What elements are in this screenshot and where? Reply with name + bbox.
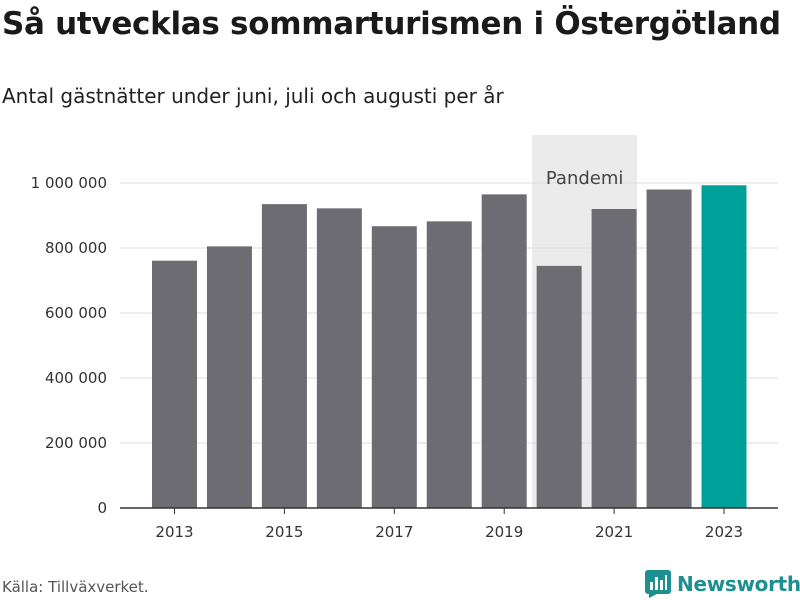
pandemic-label: Pandemi — [546, 168, 624, 189]
y-tick-label: 800 000 — [45, 239, 107, 257]
bar-2016 — [316, 208, 362, 508]
x-tick-label: 2017 — [375, 523, 413, 541]
bar-2017 — [371, 226, 417, 508]
bar-2013 — [152, 260, 197, 508]
bar-2018 — [426, 221, 472, 508]
y-tick-label: 600 000 — [45, 304, 107, 322]
y-tick-label: 400 000 — [45, 369, 107, 387]
bar-chart-logo-icon — [645, 570, 671, 598]
y-tick-label: 1 000 000 — [31, 174, 107, 192]
x-tick-label: 2015 — [265, 523, 303, 541]
chart-subtitle: Antal gästnätter under juni, juli och au… — [2, 84, 504, 108]
bar-2021 — [591, 209, 637, 508]
bar-2020 — [536, 265, 582, 508]
logo-text: Newsworthy — [677, 572, 800, 596]
bar-2023 — [701, 185, 747, 508]
x-tick-label: 2021 — [595, 523, 633, 541]
bar-2015 — [261, 204, 307, 508]
y-tick-label: 200 000 — [45, 434, 107, 452]
bar-2014 — [206, 246, 252, 508]
bar-2022 — [646, 189, 692, 508]
y-tick-label: 0 — [97, 499, 107, 517]
source-note: Källa: Tillväxverket. — [2, 578, 149, 596]
x-tick-label: 2013 — [155, 523, 193, 541]
x-tick-label: 2023 — [705, 523, 743, 541]
chart-title: Så utvecklas sommarturismen i Östergötla… — [2, 6, 781, 42]
bar-2019 — [481, 194, 527, 508]
x-tick-label: 2019 — [485, 523, 523, 541]
newsworthy-logo[interactable]: Newsworthy — [645, 570, 800, 598]
